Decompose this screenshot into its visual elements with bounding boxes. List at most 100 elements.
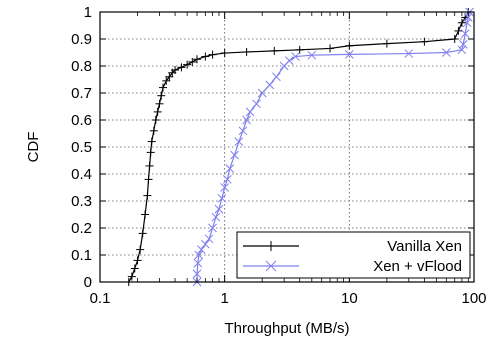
data-point-vanilla-xen xyxy=(141,210,150,219)
data-point-xen-vflood-d2 xyxy=(193,258,203,268)
y-tick-label: 0.2 xyxy=(71,220,92,237)
data-point-xen-vflood-d2 xyxy=(242,115,251,125)
legend-item-xen-vflood: Xen + vFlood xyxy=(243,258,462,275)
data-point-xen-vflood-d2 xyxy=(257,88,267,98)
legend-item-vanilla-xen: Vanilla Xen xyxy=(243,238,462,255)
data-point-vanilla-xen xyxy=(130,264,139,273)
data-point-vanilla-xen xyxy=(457,18,466,27)
data-point-vanilla-xen xyxy=(144,175,153,184)
data-point-vanilla-xen xyxy=(151,116,160,124)
data-point-vanilla-xen xyxy=(220,49,229,58)
data-point-xen-vflood xyxy=(272,72,281,82)
data-point-vanilla-xen xyxy=(295,45,304,54)
series-vanilla-xen xyxy=(124,8,473,286)
data-point-xen-vflood xyxy=(462,18,472,28)
data-point-xen-vflood xyxy=(222,175,232,184)
data-point-vanilla-xen xyxy=(133,256,142,265)
data-point-xen-vflood xyxy=(284,56,294,65)
legend-marker-vanilla-xen xyxy=(266,241,276,251)
data-point-xen-vflood xyxy=(208,223,217,233)
data-point-xen-vflood-d2 xyxy=(234,137,244,146)
data-point-xen-vflood xyxy=(242,115,251,125)
data-point-xen-vflood-d2 xyxy=(201,239,210,249)
data-point-vanilla-xen xyxy=(165,72,174,81)
x-tick-label: 0.1 xyxy=(90,290,111,307)
legend-marker-xen-vflood-d2 xyxy=(265,260,277,272)
y-tick-label: 0.7 xyxy=(71,85,92,102)
data-point-vanilla-xen xyxy=(138,229,147,238)
data-point-vanilla-xen xyxy=(208,50,217,59)
data-point-xen-vflood xyxy=(192,269,202,279)
data-point-xen-vflood-d2 xyxy=(272,72,281,82)
data-point-vanilla-xen xyxy=(146,148,155,157)
data-point-xen-vflood-d2 xyxy=(214,204,224,214)
data-point-vanilla-xen xyxy=(143,191,152,200)
data-point-vanilla-xen xyxy=(242,47,251,56)
data-point-xen-vflood xyxy=(404,49,414,58)
x-axis-label: Throughput (MB/s) xyxy=(224,320,349,337)
data-point-xen-vflood-d2 xyxy=(192,269,202,279)
data-point-xen-vflood xyxy=(265,80,275,90)
data-point-vanilla-xen xyxy=(201,52,210,61)
data-point-vanilla-xen xyxy=(145,161,154,170)
data-point-xen-vflood-d2 xyxy=(204,234,214,244)
data-point-xen-vflood xyxy=(194,250,204,260)
data-point-xen-vflood xyxy=(245,107,255,117)
data-point-xen-vflood xyxy=(252,99,261,109)
data-point-xen-vflood-d2 xyxy=(245,107,255,117)
data-point-vanilla-xen xyxy=(326,44,335,53)
data-point-vanilla-xen xyxy=(193,55,202,64)
data-point-xen-vflood-d2 xyxy=(441,48,451,57)
x-tick-label: 10 xyxy=(341,290,358,307)
data-point-xen-vflood xyxy=(460,29,470,38)
data-point-xen-vflood xyxy=(238,126,248,136)
data-point-xen-vflood xyxy=(193,258,203,268)
legend-label-xen-vflood: Xen + vFlood xyxy=(373,258,462,275)
data-point-xen-vflood xyxy=(234,137,244,146)
data-point-xen-vflood xyxy=(291,52,300,61)
legend: Vanilla Xen Xen + vFlood xyxy=(236,231,471,279)
data-point-vanilla-xen xyxy=(155,99,164,108)
y-tick-label: 0.5 xyxy=(71,139,92,156)
data-point-xen-vflood-d2 xyxy=(238,126,248,136)
legend-box xyxy=(236,231,471,279)
data-point-xen-vflood xyxy=(204,234,214,244)
x-tick-label: 100 xyxy=(461,290,486,307)
data-point-vanilla-xen xyxy=(127,272,136,281)
data-point-xen-vflood-d2 xyxy=(344,50,354,59)
data-point-xen-vflood xyxy=(211,212,221,222)
data-point-vanilla-xen xyxy=(420,37,429,46)
series-xen-vflood xyxy=(192,7,474,287)
data-point-xen-vflood-d2 xyxy=(196,245,206,254)
data-point-xen-vflood xyxy=(344,50,354,59)
y-tick-label: 0.9 xyxy=(71,31,92,48)
data-point-xen-vflood xyxy=(225,164,235,173)
data-point-xen-vflood xyxy=(307,50,317,60)
data-point-xen-vflood xyxy=(196,245,206,254)
data-point-vanilla-xen xyxy=(183,60,192,69)
data-point-vanilla-xen xyxy=(158,83,167,92)
data-point-vanilla-xen xyxy=(153,107,162,116)
data-point-vanilla-xen xyxy=(345,41,354,50)
data-point-xen-vflood-d2 xyxy=(291,52,300,61)
data-point-xen-vflood-d2 xyxy=(230,150,239,160)
data-point-vanilla-xen xyxy=(149,126,158,135)
data-point-xen-vflood xyxy=(441,48,451,57)
data-point-xen-vflood-d2 xyxy=(265,80,275,90)
data-point-xen-vflood-d2 xyxy=(404,49,414,58)
data-point-xen-vflood-d2 xyxy=(208,223,217,233)
data-point-xen-vflood-d2 xyxy=(252,99,261,109)
data-point-xen-vflood xyxy=(201,239,210,249)
y-tick-label: 0.3 xyxy=(71,193,92,210)
data-point-xen-vflood-d2 xyxy=(462,18,472,28)
data-point-xen-vflood-d2 xyxy=(284,56,294,65)
data-point-xen-vflood xyxy=(214,204,224,214)
series-layer xyxy=(124,7,474,287)
y-tick-label: 1 xyxy=(84,4,92,21)
data-point-vanilla-xen xyxy=(157,91,166,100)
y-tick-label: 0.4 xyxy=(71,166,92,183)
y-tick-label: 0 xyxy=(84,274,92,291)
data-point-vanilla-xen xyxy=(171,66,180,75)
data-point-xen-vflood-d2 xyxy=(211,212,221,222)
